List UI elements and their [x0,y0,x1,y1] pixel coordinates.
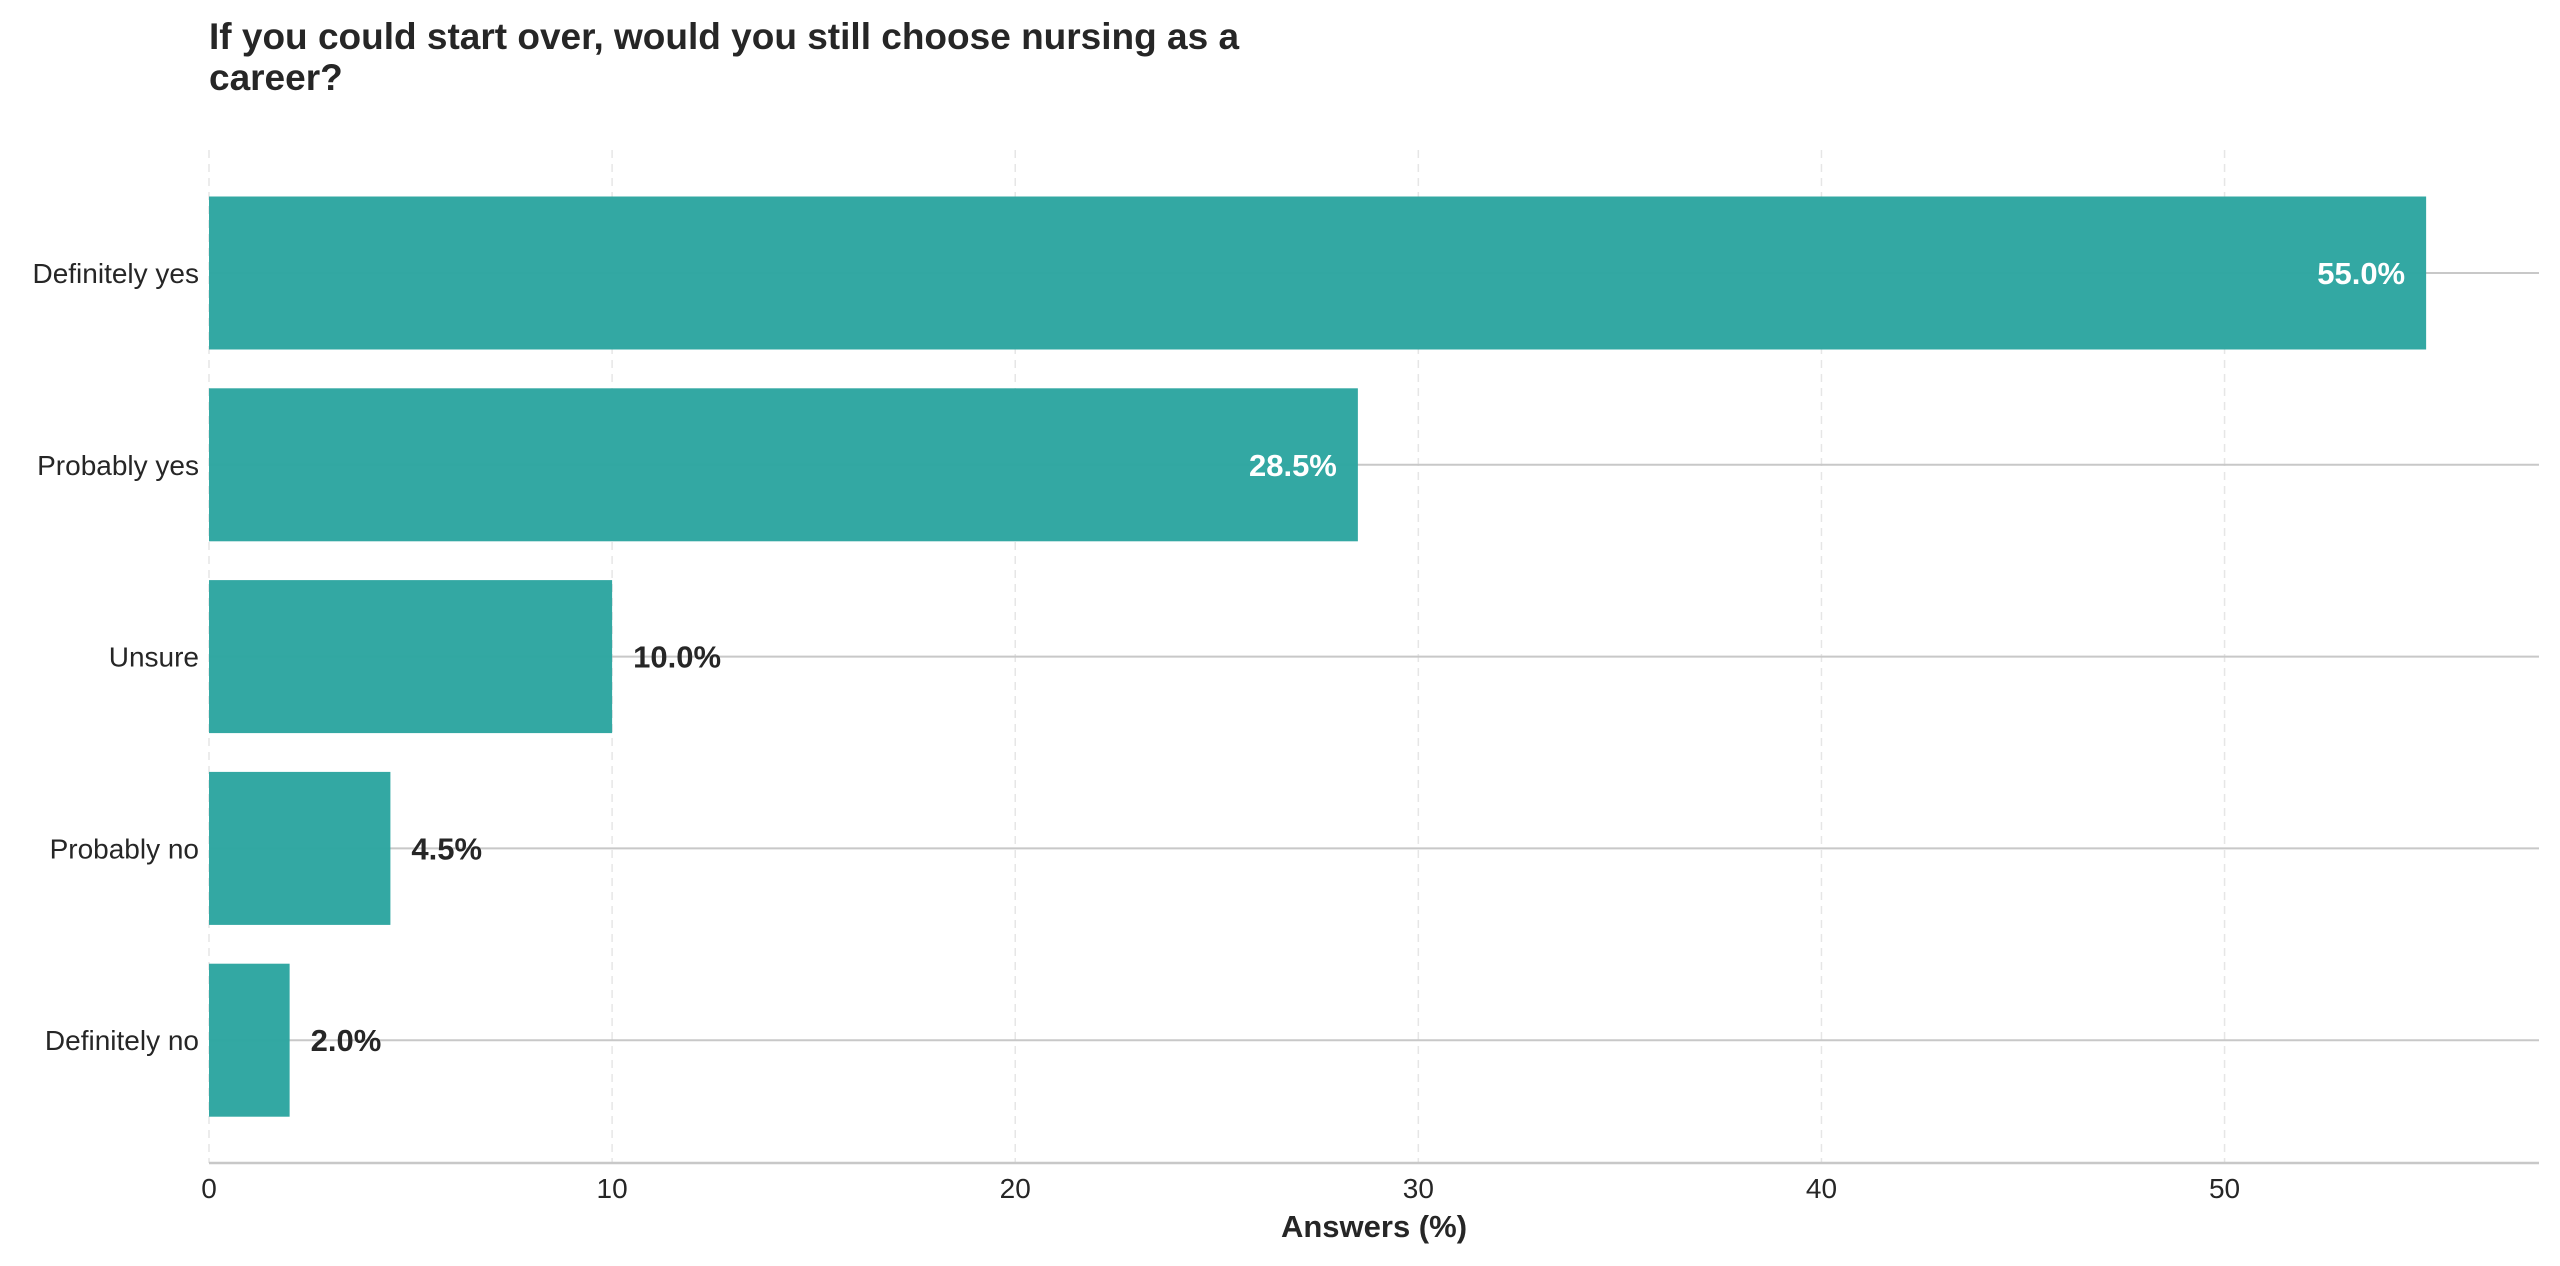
category-label: Unsure [109,642,199,673]
chart-title-line-1: If you could start over, would you still… [209,16,1239,57]
category-label: Definitely no [45,1025,199,1056]
bar [209,196,2427,350]
x-tick-label: 0 [201,1173,217,1204]
bar [209,771,391,925]
category-label: Probably no [50,833,199,864]
value-label: 4.5% [411,831,482,866]
bars: Definitely yes 55.0% Probably yes 28.5% Unsu… [32,196,2427,1117]
x-tick-label: 20 [1000,1173,1031,1204]
x-tick-label: 30 [1403,1173,1434,1204]
bar [209,963,290,1117]
value-label: 10.0% [633,640,721,675]
bar [209,580,613,734]
category-label: Definitely yes [32,258,199,289]
x-tick-label: 10 [597,1173,628,1204]
x-tick-label: 40 [1806,1173,1837,1204]
chart-title-line-2: career? [209,57,343,98]
bar [209,388,1358,542]
category-label: Probably yes [37,450,199,481]
value-label: 55.0% [2317,256,2405,291]
x-tick-label: 50 [2209,1173,2240,1204]
x-axis-ticks: 0 10 20 30 40 50 [201,1173,2240,1204]
value-label: 28.5% [1249,448,1337,483]
x-axis-label: Answers (%) [1281,1209,1467,1244]
value-label: 2.0% [311,1023,382,1058]
